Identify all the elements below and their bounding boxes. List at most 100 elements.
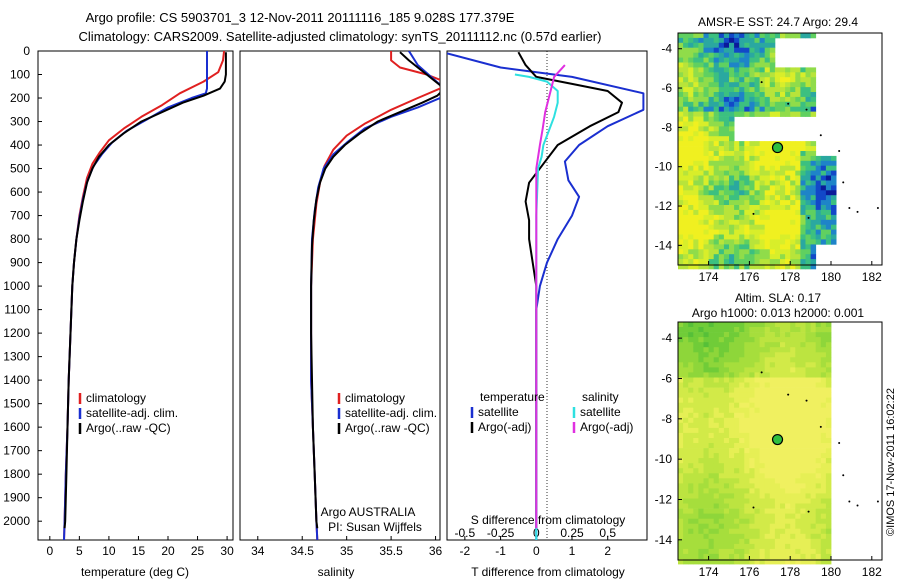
heatmap-cell <box>790 180 796 186</box>
heatmap-cell <box>795 337 801 343</box>
heatmap-cell <box>764 453 771 459</box>
heatmap-cell <box>790 548 796 555</box>
heatmap-cell <box>785 367 791 373</box>
heatmap-cell <box>698 559 704 565</box>
heatmap-cell <box>698 249 704 255</box>
heatmap-cell <box>815 508 822 514</box>
heatmap-cell <box>693 160 699 167</box>
heatmap-cell <box>825 155 832 162</box>
heatmap-cell <box>810 160 817 167</box>
lon-tick-label: 178 <box>780 270 800 284</box>
heatmap-cell <box>688 126 694 132</box>
heatmap-cell <box>810 397 817 403</box>
heatmap-cell <box>754 372 760 378</box>
heatmap-cell <box>759 264 766 270</box>
heatmap-cell <box>820 533 827 540</box>
heatmap-cell <box>683 249 689 255</box>
x-tick-label: 0 <box>533 544 540 558</box>
heatmap-cell <box>795 559 801 565</box>
heatmap-cell <box>739 463 745 469</box>
heatmap-cell <box>718 259 725 265</box>
heatmap-cell <box>759 463 766 469</box>
heatmap-cell <box>749 543 755 550</box>
heatmap-cell <box>820 478 827 484</box>
heatmap-cell <box>825 422 832 429</box>
heatmap-cell <box>708 116 715 122</box>
heatmap-cell <box>754 190 760 196</box>
heatmap-cell <box>703 37 709 44</box>
heatmap-cell <box>764 367 771 373</box>
heatmap-cell <box>739 352 745 358</box>
heatmap-cell <box>678 264 684 270</box>
heatmap-cell <box>703 136 709 142</box>
heatmap-cell <box>825 382 832 388</box>
heatmap-cell <box>693 367 699 373</box>
heatmap-cell <box>754 488 760 494</box>
heatmap-cell <box>790 205 796 211</box>
heatmap-cell <box>754 327 760 333</box>
heatmap-cell <box>723 111 730 117</box>
heatmap-cell <box>764 508 771 514</box>
heatmap-cell <box>790 185 796 191</box>
heatmap-cell <box>703 468 709 474</box>
heatmap-cell <box>678 538 684 545</box>
heatmap-cell <box>764 77 771 83</box>
heatmap-cell <box>734 463 740 469</box>
heatmap-cell <box>754 357 760 363</box>
heatmap-cell <box>744 111 750 117</box>
heatmap-cell <box>744 87 750 93</box>
heatmap-cell <box>739 322 745 328</box>
heatmap-cell <box>769 52 776 58</box>
heatmap-cell <box>769 377 776 383</box>
heatmap-cell <box>815 205 822 211</box>
heatmap-cell <box>678 249 684 255</box>
heatmap-cell <box>703 190 709 196</box>
series-line-salinity-argo-adj- <box>535 64 566 529</box>
heatmap-cell <box>744 67 750 73</box>
heatmap-cell <box>780 352 786 358</box>
heatmap-cell <box>708 523 715 530</box>
heatmap-cell <box>805 528 811 535</box>
heatmap-cell <box>729 498 735 504</box>
heatmap-cell <box>718 37 725 44</box>
heatmap-cell <box>810 259 817 265</box>
heatmap-cell <box>693 397 699 403</box>
heatmap-cell <box>723 87 730 93</box>
heatmap-cell <box>825 387 832 393</box>
x-tick-label: 2 <box>604 544 611 558</box>
heatmap-cell <box>708 42 715 49</box>
heatmap-cell <box>754 508 760 514</box>
heatmap-cell <box>723 372 730 378</box>
heatmap-cell <box>688 47 694 53</box>
heatmap-cell <box>708 453 715 459</box>
heatmap-cell <box>729 87 735 93</box>
heatmap-cell <box>739 528 745 535</box>
heatmap-cell <box>688 533 694 540</box>
heatmap-cell <box>718 141 725 147</box>
heatmap-cell <box>698 155 704 162</box>
x-tick-label: 1 <box>569 544 576 558</box>
heatmap-cell <box>723 513 730 519</box>
heatmap-cell <box>790 327 796 333</box>
heatmap-cell <box>734 478 740 484</box>
legend-label: satellite-adj. clim. <box>86 406 178 420</box>
heatmap-cell <box>795 518 801 525</box>
heatmap-cell <box>810 553 817 560</box>
heatmap-cell <box>815 412 822 419</box>
heatmap-cell <box>774 538 781 545</box>
heatmap-cell <box>769 387 776 393</box>
heatmap-cell <box>708 239 715 245</box>
heatmap-cell <box>785 473 791 479</box>
y-tick-label: 1400 <box>3 373 30 387</box>
heatmap-cell <box>678 57 684 63</box>
heatmap-cell <box>749 224 755 230</box>
heatmap-cell <box>815 342 822 348</box>
heatmap-cell <box>703 533 709 540</box>
heatmap-cell <box>754 185 760 191</box>
heatmap-cell <box>810 488 817 494</box>
heatmap-cell <box>749 443 755 449</box>
heatmap-cell <box>683 244 689 250</box>
heatmap-cell <box>764 412 771 419</box>
heatmap-cell <box>759 503 766 509</box>
heatmap-cell <box>815 200 822 206</box>
